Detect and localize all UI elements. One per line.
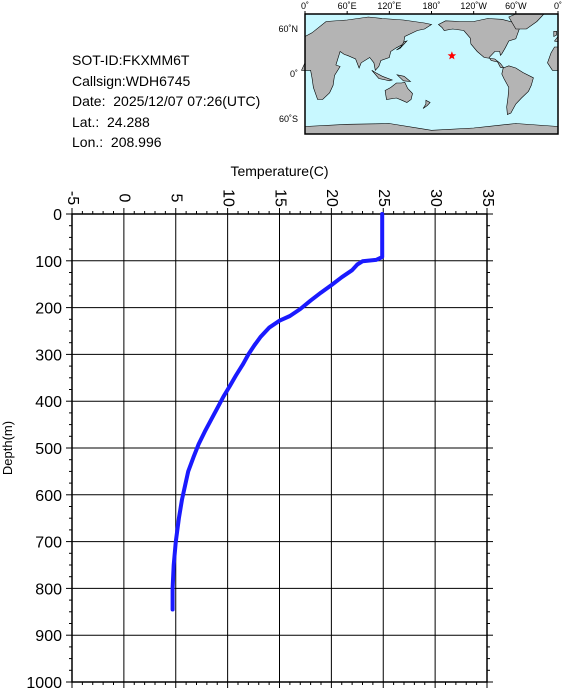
data-point <box>380 240 384 244</box>
y-tick-label: 0 <box>53 207 62 224</box>
data-point <box>241 362 245 366</box>
x-tick-label: 35 <box>479 189 496 207</box>
map-longitude-label: 0˚ <box>301 1 309 11</box>
landmass <box>437 18 520 69</box>
landmass <box>384 81 413 103</box>
y-tick-label: 100 <box>35 254 62 271</box>
data-point <box>215 406 219 410</box>
date-label: Date: 2025/12/07 07:26(UTC) <box>72 93 261 109</box>
landmass <box>553 30 557 38</box>
data-point <box>174 540 178 544</box>
data-point <box>221 394 226 399</box>
map-longitude-label: 60˚E <box>338 1 357 11</box>
data-point <box>253 343 257 347</box>
landmass <box>501 65 534 115</box>
data-point <box>319 291 323 295</box>
landmass <box>301 16 433 100</box>
float-info-panel: SOT-ID:FKXMM6T Callsign:WDH6745 Date: 20… <box>72 50 260 153</box>
data-point <box>350 268 354 272</box>
data-point <box>183 483 187 488</box>
data-point <box>209 418 213 422</box>
y-tick-label: 400 <box>35 394 62 411</box>
data-point <box>246 352 250 356</box>
y-tick-label: 1000 <box>26 675 62 690</box>
data-point <box>329 283 333 287</box>
x-tick-label: 5 <box>168 194 185 203</box>
data-point <box>360 259 365 263</box>
x-tick-label: 30 <box>427 189 444 207</box>
y-tick-label: 700 <box>35 535 62 552</box>
map-latitude-label: 60˚S <box>279 114 298 124</box>
map-longitude-label: 120˚E <box>377 1 401 11</box>
data-point <box>380 226 384 230</box>
data-point <box>374 258 378 262</box>
y-tick-label: 500 <box>35 441 62 458</box>
map-longitude-label: 120˚W <box>460 1 487 11</box>
landmass <box>396 74 412 82</box>
y-tick-label: 800 <box>35 581 62 598</box>
data-point <box>186 469 190 473</box>
latitude-label: Lat.: 24.288 <box>72 113 150 130</box>
longitude-label: Lon.: 208.996 <box>72 134 162 150</box>
data-point <box>277 319 282 323</box>
map-longitude-label: 60˚W <box>505 1 527 11</box>
map-latitude-label: 60˚N <box>278 24 298 34</box>
data-point <box>228 384 232 388</box>
data-point <box>340 275 344 279</box>
data-point <box>172 563 176 567</box>
data-point <box>234 373 238 378</box>
x-tick-label: 15 <box>271 189 288 207</box>
data-point <box>288 314 292 318</box>
data-point <box>177 516 181 520</box>
data-point <box>196 442 201 446</box>
x-axis-label: Temperature(C) <box>230 163 328 179</box>
landmass <box>422 99 431 109</box>
data-point <box>309 298 313 303</box>
data-point <box>191 455 195 459</box>
y-axis-label: Depth(m) <box>0 421 15 475</box>
world-map-svg: 0˚ 60˚E 120˚E 180˚ 120˚W 60˚W 0˚ 60˚N 0˚ 60˚S <box>278 1 562 135</box>
data-point <box>180 497 184 502</box>
y-tick-label: 300 <box>35 347 62 364</box>
data-point <box>355 262 359 267</box>
landmass <box>396 40 408 51</box>
landmass <box>371 70 394 82</box>
x-tick-label: 20 <box>323 189 340 207</box>
data-point <box>203 430 207 434</box>
x-tick-label: 0 <box>116 194 133 203</box>
location-map: 0˚ 60˚E 120˚E 180˚ 120˚W 60˚W 0˚ 60˚N 0˚ 60˚S <box>278 0 564 140</box>
data-point <box>267 326 271 330</box>
data-point <box>171 607 175 612</box>
y-tick-label: 900 <box>35 628 62 645</box>
sot-id-label: SOT-ID:FKXMM6T <box>72 52 190 68</box>
y-tick-label: 200 <box>35 301 62 318</box>
callsign-label: Callsign:WDH6745 <box>72 72 191 89</box>
y-tick-label: 600 <box>35 488 62 505</box>
map-latitude-label: 0˚ <box>290 69 298 79</box>
data-point <box>380 212 384 216</box>
map-longitude-label: 180˚ <box>422 1 440 11</box>
data-point <box>380 255 384 259</box>
x-tick-label: 10 <box>219 189 236 207</box>
float-location-star-icon <box>447 51 457 60</box>
map-longitude-label: 0˚ <box>554 1 562 11</box>
data-point <box>298 307 302 311</box>
data-point <box>171 586 175 591</box>
data-point <box>259 335 263 339</box>
x-tick-label: -5 <box>64 191 81 205</box>
x-tick-label: 25 <box>375 189 392 207</box>
